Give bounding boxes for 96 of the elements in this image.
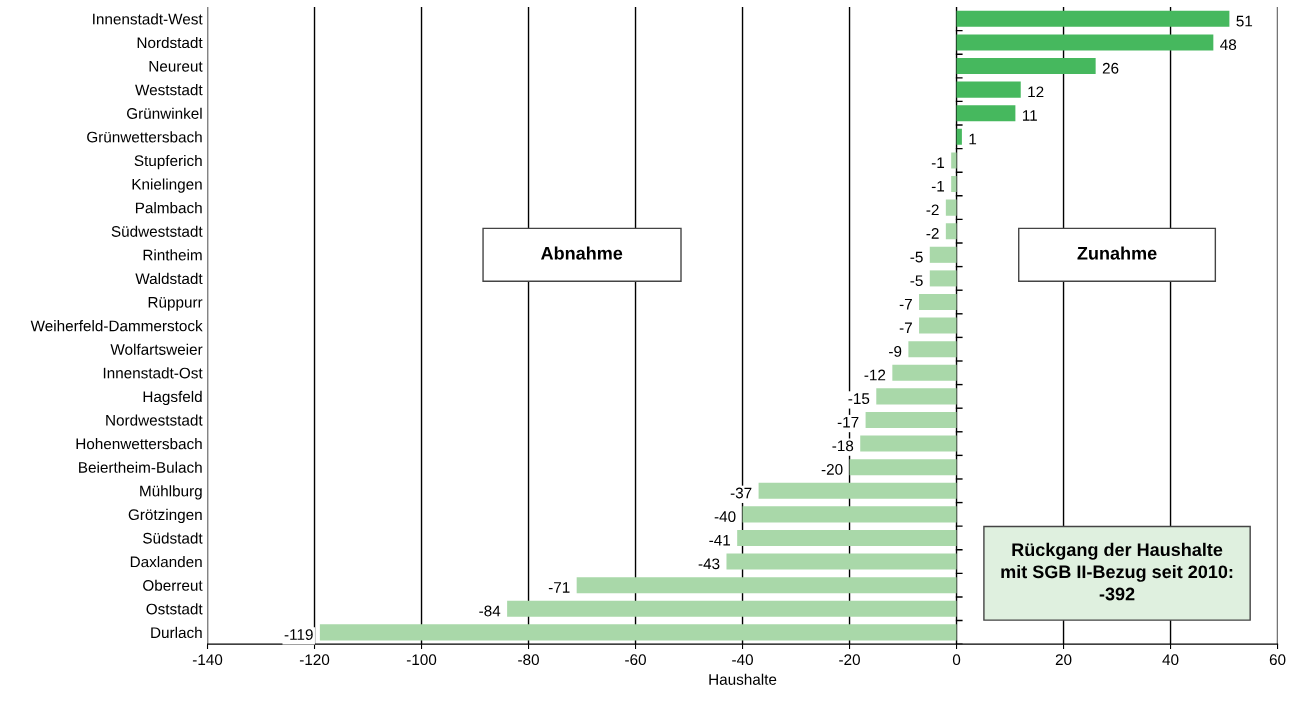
y-tick-label: Nordstadt (137, 36, 203, 49)
bar (758, 482, 957, 499)
y-tick-label: Weststadt (135, 84, 203, 96)
y-tick-label: Knielingen (132, 178, 202, 193)
data-label: 51 (1236, 15, 1253, 27)
bar (892, 364, 957, 381)
data-label: -41 (709, 534, 731, 546)
data-label: -17 (837, 416, 859, 428)
y-tick-label: Grötzingen (128, 508, 202, 524)
data-label: -2 (926, 204, 939, 216)
y-tick-label: Durlach (151, 626, 202, 639)
bar (876, 388, 957, 405)
bar (956, 34, 1214, 51)
y-tick-label: Hohenwettersbach (76, 438, 202, 450)
bar (929, 270, 957, 287)
bar (319, 624, 957, 641)
y-tick-label: Palmbach (135, 202, 202, 214)
data-label: 11 (1022, 110, 1037, 121)
y-tick-label: Rüppurr (148, 297, 203, 311)
data-label: -1 (931, 181, 945, 192)
data-label: -20 (821, 464, 843, 475)
bar (919, 293, 957, 311)
data-label: -43 (698, 558, 720, 570)
y-tick-label: Daxlanden (130, 556, 202, 568)
bar (956, 128, 962, 145)
bar (742, 506, 957, 523)
data-label: -7 (899, 298, 912, 310)
bar (726, 553, 957, 570)
annotation: Rückgang der Haushalte mit SGB II-Bezug seit 2010: -392 (1001, 542, 1233, 601)
bar (576, 577, 957, 594)
bar (956, 58, 1096, 75)
y-tick-label: Beiertheim-Bulach (79, 461, 202, 473)
bar (849, 459, 957, 476)
y-tick-label: Rintheim (143, 249, 202, 261)
data-label: -40 (714, 511, 736, 523)
bar (929, 246, 957, 263)
bar (908, 341, 957, 358)
data-label: -18 (832, 440, 854, 452)
y-tick-label: Grünwinkel (127, 107, 202, 119)
data-label: 12 (1028, 86, 1044, 98)
data-label: 48 (1220, 39, 1237, 51)
data-label: -71 (548, 582, 570, 593)
y-tick-label: Oststadt (146, 603, 203, 615)
data-label: -5 (910, 251, 923, 263)
data-label: -7 (899, 322, 912, 334)
bar (507, 600, 957, 617)
data-label: -15 (848, 393, 870, 405)
x-tick-label: -20 (839, 654, 860, 666)
bar (919, 317, 957, 334)
x-tick-label: 20 (1055, 654, 1072, 666)
x-tick-label: -40 (732, 654, 753, 666)
y-tick-label: Innenstadt-Ost (103, 367, 203, 379)
data-label: -2 (926, 228, 939, 239)
data-label: -84 (479, 605, 501, 617)
y-tick-label: Südweststadt (111, 225, 203, 237)
y-tick-label: Innenstadt-West (93, 13, 203, 25)
y-tick-label: Hagsfeld (143, 390, 202, 406)
annotation: Abnahme (541, 246, 623, 260)
data-label: -1 (931, 157, 945, 168)
y-tick-label: Neureut (149, 61, 203, 72)
x-tick-label: -80 (518, 654, 539, 666)
x-tick-label: -100 (406, 654, 437, 666)
y-tick-label: Oberreut (143, 579, 203, 591)
bar (945, 223, 957, 240)
bar (737, 529, 957, 546)
bar (956, 81, 1021, 98)
bar (865, 411, 957, 429)
data-label: -37 (730, 487, 752, 499)
data-label: 1 (969, 133, 977, 145)
x-tick-label: -140 (192, 654, 223, 666)
x-tick-label: -120 (299, 654, 330, 666)
y-tick-label: Südstadt (143, 532, 203, 544)
bar (951, 152, 957, 169)
bar (945, 199, 957, 216)
y-tick-label: Weiherfeld-Dammerstock (30, 320, 203, 332)
data-label: -12 (864, 369, 886, 381)
x-tick-label: 0 (952, 654, 961, 666)
x-axis-title: Haushalte (709, 673, 777, 685)
data-label: 26 (1102, 62, 1119, 74)
data-label: -9 (889, 346, 902, 357)
y-tick-label: Stupferich (134, 154, 202, 170)
bar (860, 435, 957, 452)
x-tick-label: 60 (1269, 654, 1286, 666)
annotation: Zunahme (1077, 246, 1157, 260)
y-tick-label: Grünwettersbach (87, 131, 202, 143)
x-tick-label: 40 (1162, 654, 1179, 666)
y-tick-label: Waldstadt (135, 272, 203, 285)
bar (956, 10, 1230, 27)
data-label: -119 (284, 629, 313, 640)
y-tick-label: Nordweststadt (106, 414, 203, 426)
data-label: -5 (910, 275, 923, 287)
y-tick-label: Mühlburg (140, 485, 202, 500)
bar (951, 175, 957, 193)
bar (956, 105, 1016, 122)
x-tick-label: -60 (625, 654, 646, 666)
y-tick-label: Wolfartsweier (110, 343, 203, 355)
